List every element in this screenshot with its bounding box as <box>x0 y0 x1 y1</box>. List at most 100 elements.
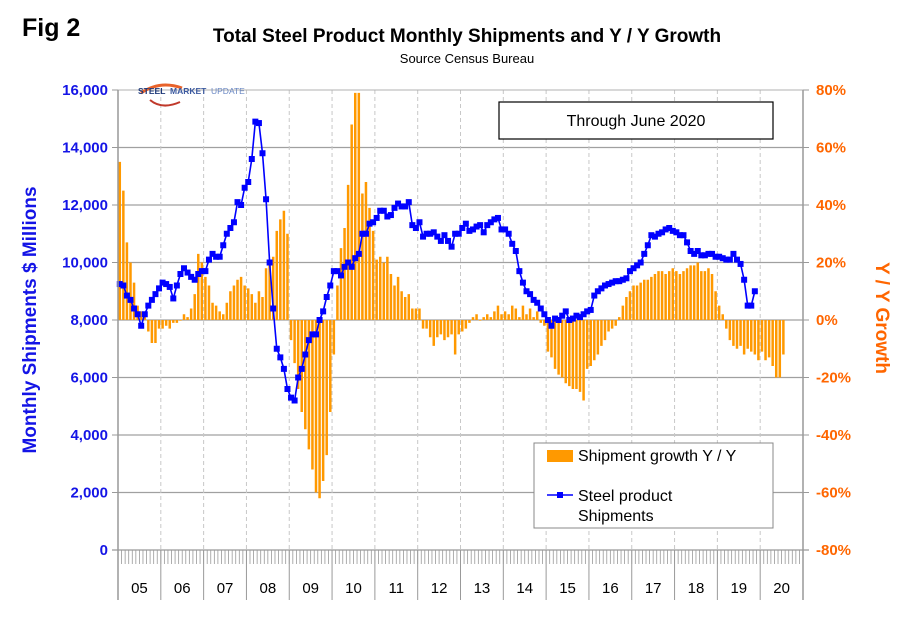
growth-bar <box>378 256 382 320</box>
growth-bar <box>782 320 785 355</box>
shipments-point <box>245 179 252 185</box>
shipments-point <box>238 202 245 208</box>
growth-bar <box>257 291 261 320</box>
shipments-point <box>537 305 544 312</box>
shipments-point <box>591 292 598 299</box>
growth-bar <box>436 320 439 338</box>
shipments-point <box>534 299 541 306</box>
shipments-point <box>698 252 705 259</box>
growth-bar <box>318 320 321 499</box>
growth-bar <box>421 320 425 329</box>
shipments-point <box>205 256 212 263</box>
growth-bar <box>343 228 346 320</box>
growth-bar <box>675 271 678 320</box>
shipments-point <box>577 314 584 321</box>
shipments-point <box>280 365 287 372</box>
growth-bar <box>232 285 236 320</box>
shipments-point <box>691 250 698 257</box>
shipments-point <box>651 233 658 240</box>
shipments-point <box>134 311 141 318</box>
growth-bar <box>767 320 771 358</box>
growth-bar <box>771 320 774 366</box>
shipments-point <box>209 250 216 257</box>
growth-bar <box>386 256 389 320</box>
shipments-point <box>730 250 737 257</box>
year-label: 12 <box>431 580 448 597</box>
shipments-point <box>120 282 127 289</box>
growth-bar <box>696 262 700 320</box>
shipments-point <box>241 184 248 191</box>
shipments-point <box>323 294 330 300</box>
right-tick-label: 60% <box>816 140 846 157</box>
shipments-point <box>198 268 205 275</box>
growth-bar <box>650 276 653 320</box>
legend-bar-swatch-icon <box>547 450 573 462</box>
growth-bar <box>207 285 211 320</box>
year-label: 14 <box>516 580 533 597</box>
shipments-point <box>295 374 302 381</box>
growth-bar <box>685 268 689 320</box>
left-tick-label: 8,000 <box>70 312 108 329</box>
growth-bar <box>243 285 246 320</box>
logo-text-market: MARKET <box>170 86 207 96</box>
shipments-point <box>744 302 751 309</box>
shipments-point <box>741 276 748 283</box>
growth-bar <box>186 317 189 320</box>
growth-bar <box>493 311 496 320</box>
growth-bar <box>214 305 218 320</box>
growth-bar <box>757 320 760 361</box>
growth-bar <box>646 279 650 320</box>
shipments-point <box>398 203 405 210</box>
shipments-point <box>751 288 758 295</box>
growth-bar <box>189 308 193 320</box>
growth-bar <box>560 320 564 378</box>
shipments-point <box>252 118 259 125</box>
logo-swoosh-icon <box>140 83 183 95</box>
shipments-point <box>580 311 587 318</box>
shipments-point <box>302 351 309 358</box>
left-tick-label: 14,000 <box>62 140 108 157</box>
shipments-point <box>494 214 501 221</box>
shipments-point <box>437 237 444 244</box>
shipments-point <box>737 260 744 267</box>
shipments-point <box>366 220 373 227</box>
shipments-point <box>641 250 648 257</box>
legend: Shipment growth Y / Y Steel product Ship… <box>533 442 774 529</box>
growth-bar <box>539 320 543 323</box>
shipments-point <box>601 282 608 289</box>
left-tick-label: 4,000 <box>70 427 108 444</box>
growth-bar <box>514 308 518 320</box>
shipments-point <box>305 337 312 344</box>
growth-bar <box>564 320 567 384</box>
shipments-point <box>659 229 666 236</box>
shipments-point <box>184 269 191 276</box>
chart-subtitle: Source Census Bureau <box>399 51 535 66</box>
shipments-point <box>345 259 352 266</box>
left-tick-label: 12,000 <box>62 197 108 214</box>
shipments-point <box>505 230 512 237</box>
growth-bar <box>154 320 157 343</box>
shipments-point <box>694 248 701 254</box>
shipments-point <box>455 230 462 237</box>
growth-bar <box>707 268 710 320</box>
growth-bar <box>575 320 578 389</box>
growth-bar <box>164 320 168 326</box>
shipments-point <box>662 226 669 233</box>
growth-bar <box>403 297 407 320</box>
growth-bar <box>314 320 318 493</box>
shipments-point <box>512 248 519 254</box>
growth-bar <box>304 320 307 430</box>
growth-bar <box>329 320 332 412</box>
axes: 0 2,000 4,000 6,000 8,000 10,000 12,000 14,000 1… <box>62 82 851 600</box>
growth-bar <box>239 276 243 320</box>
growth-bar <box>639 282 642 320</box>
shipments-point <box>523 288 530 295</box>
growth-bar <box>389 274 393 320</box>
growth-bar <box>471 317 475 320</box>
growth-bar <box>336 285 339 320</box>
shipments-point <box>509 240 516 247</box>
shipments-point <box>480 229 487 236</box>
growth-bar <box>657 271 660 320</box>
growth-bar <box>568 320 571 387</box>
shipments-point <box>666 225 673 231</box>
